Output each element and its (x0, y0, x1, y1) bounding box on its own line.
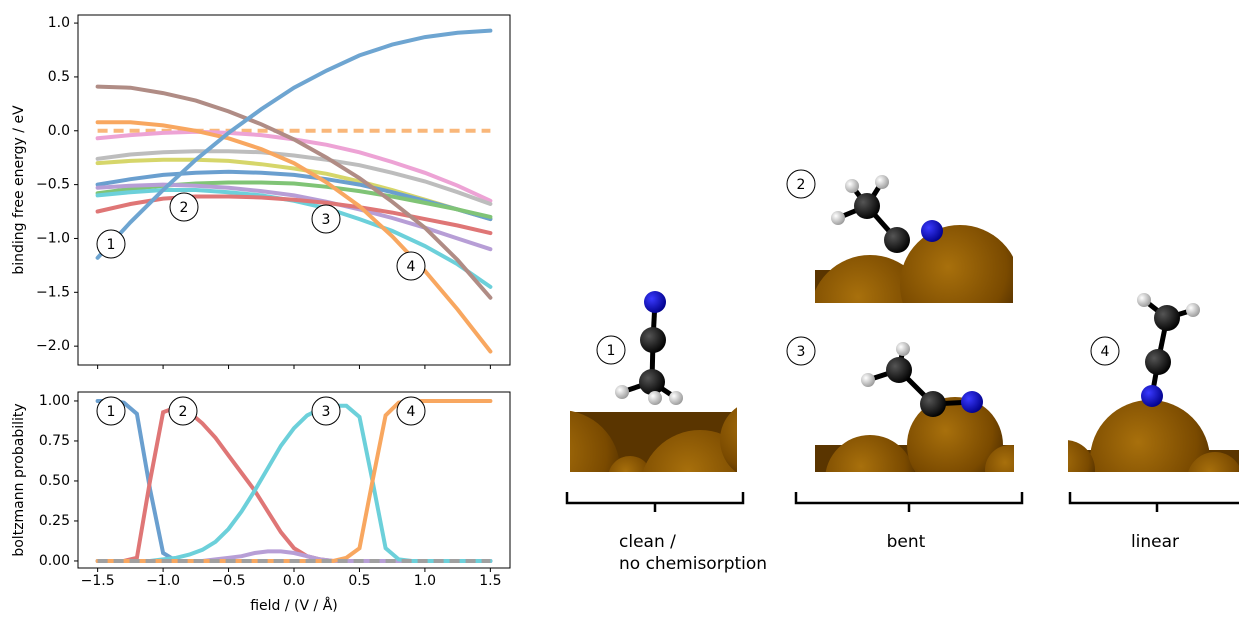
annotation: 2 (180, 200, 189, 216)
x-tick-label: −1.0 (146, 573, 180, 589)
annotation: 1 (107, 237, 116, 253)
y-tick-label: 0.50 (39, 473, 70, 489)
x-tick-label: 1.5 (479, 573, 501, 589)
annotation: 3 (322, 212, 331, 228)
y-axis-label: boltzmann probability (11, 403, 27, 556)
annotation: 4 (407, 404, 416, 420)
x-tick-label: −0.5 (212, 573, 246, 589)
series-line (98, 406, 491, 561)
series-line (98, 401, 491, 561)
axes-frame (78, 392, 510, 568)
annotation: 4 (407, 259, 416, 275)
figure: 1.0 0.5 0.0 −0.5 −1.0 −1.5 −2.0 1 2 3 4 binding fre… (0, 0, 1239, 614)
y-tick-label: 1.00 (39, 393, 70, 409)
x-tick-label: −1.5 (81, 573, 115, 589)
plot-lines (98, 31, 491, 352)
x-tick-label: 0.0 (283, 573, 305, 589)
series-line (98, 31, 491, 258)
y-tick-label: 0.5 (48, 69, 70, 85)
caption: clean / (619, 532, 676, 552)
y-tick-label: 0.0 (48, 123, 70, 139)
y-tick-label: 0.25 (39, 513, 70, 529)
y-tick-label: −2.0 (36, 338, 70, 354)
caption: bent (887, 532, 926, 552)
annotation: 2 (179, 404, 188, 420)
x-axis-label: field / (V / Å) (250, 597, 338, 614)
y-tick-label: −1.0 (36, 230, 70, 246)
annotation: 3 (322, 404, 331, 420)
structure-label: 3 (797, 344, 806, 360)
annotation: 1 (107, 404, 116, 420)
caption: no chemisorption (619, 554, 767, 574)
y-tick-label: 1.0 (48, 15, 70, 31)
y-tick-label: −0.5 (36, 177, 70, 193)
y-tick-label: 0.00 (39, 553, 70, 569)
structure-label: 2 (797, 177, 806, 193)
y-tick-label: −1.5 (36, 284, 70, 300)
x-tick-label: 1.0 (414, 573, 436, 589)
plot-lines (98, 401, 491, 561)
series-line (98, 401, 491, 561)
y-tick-label: 0.75 (39, 433, 70, 449)
structure-label: 1 (607, 343, 616, 359)
y-axis-label: binding free energy / eV (11, 105, 27, 275)
caption: linear (1131, 532, 1179, 552)
structure-label: 4 (1101, 344, 1110, 360)
x-tick-label: 0.5 (348, 573, 370, 589)
